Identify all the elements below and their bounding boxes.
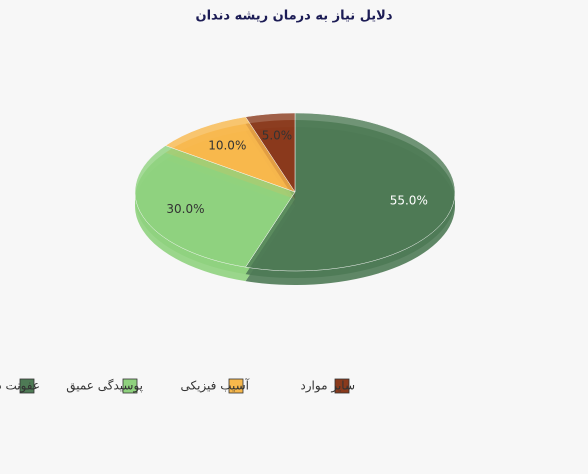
legend-swatch — [334, 378, 350, 394]
legend-label: عفونت دندان — [0, 379, 40, 394]
legend-label: آسیب فیزیکی — [180, 378, 249, 394]
legend-label: پوسیدگی عمیق — [66, 379, 143, 394]
slice — [245, 112, 296, 193]
data-label: 10.0% — [208, 138, 246, 152]
legend-swatch — [228, 378, 244, 394]
slice — [134, 145, 296, 268]
data-label: 55.0% — [390, 193, 428, 207]
data-label: 5.0% — [262, 128, 293, 142]
legend-swatch — [122, 378, 138, 394]
legend-label: سایر موارد — [300, 379, 355, 394]
legend-swatch — [19, 378, 35, 394]
data-label: 30.0% — [166, 202, 204, 216]
slice — [165, 116, 296, 193]
chart-title: دلایل نیاز به درمان ریشه دندان — [195, 9, 392, 24]
slice — [245, 112, 456, 272]
